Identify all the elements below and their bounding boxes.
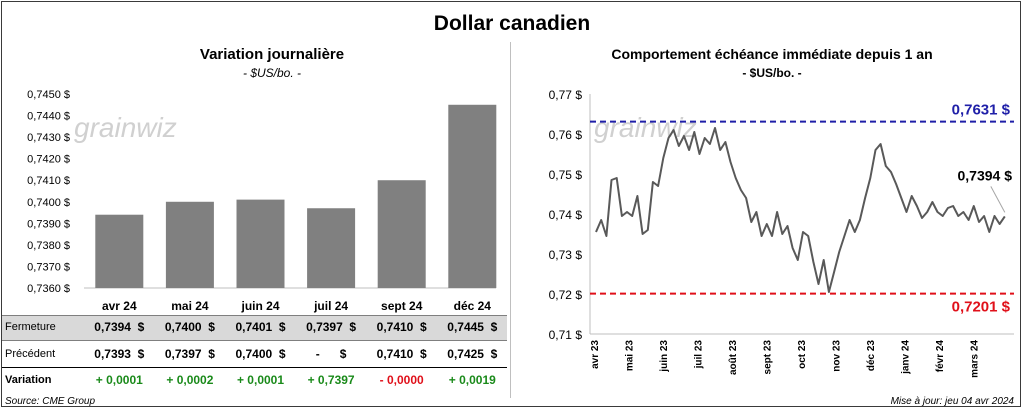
- left-x-tick-label: avr 24: [102, 299, 137, 313]
- cell-precedent: 0,7397 $: [164, 347, 215, 361]
- right-y-tick-label: 0,72 $: [549, 288, 583, 302]
- left-y-tick-label: 0,7450 $: [27, 89, 70, 101]
- cell-precedent: 0,7425 $: [447, 347, 498, 361]
- last-value-label: 0,7394 $: [958, 167, 1013, 183]
- update-note: Mise à jour: jeu 04 avr 2024: [890, 396, 1014, 407]
- left-y-tick-label: 0,7360 $: [27, 283, 70, 295]
- source-note: Source: CME Group: [5, 396, 96, 407]
- right-y-tick-label: 0,75 $: [549, 168, 583, 182]
- left-chart-unit: - $US/bo. -: [242, 66, 302, 80]
- right-x-tick-label: juil 23: [694, 340, 705, 370]
- last-value-leader: [990, 186, 1006, 213]
- panel-divider: [510, 42, 511, 398]
- bar: [236, 199, 285, 288]
- right-y-tick-label: 0,77 $: [549, 88, 583, 102]
- row-label-precedent: Précédent: [5, 348, 56, 360]
- left-x-tick-label: juin 24: [240, 299, 279, 313]
- cell-fermeture: 0,7394 $: [94, 320, 145, 334]
- left-y-tick-label: 0,7420 $: [27, 154, 70, 166]
- right-chart-title: Comportement échéance immédiate depuis 1…: [611, 46, 933, 62]
- right-y-axis: 0,77 $ 0,76 $ 0,75 $ 0,74 $ 0,73 $ 0,72 $ 0,71…: [549, 88, 583, 342]
- left-y-tick-label: 0,7380 $: [27, 240, 70, 252]
- right-y-tick-label: 0,73 $: [549, 248, 583, 262]
- left-bar-chart: 0,7450 $ 0,7440 $ 0,7430 $ 0,7420 $ 0,7410 $…: [27, 89, 497, 313]
- table-row-fermeture-bg: [2, 315, 507, 341]
- right-y-tick-label: 0,71 $: [549, 328, 583, 342]
- left-y-tick-label: 0,7410 $: [27, 175, 70, 187]
- cell-precedent: 0,7400 $: [235, 347, 286, 361]
- right-watermark: grainwiz: [594, 112, 697, 143]
- cell-fermeture: 0,7397 $: [306, 320, 357, 334]
- cell-precedent: 0,7393 $: [94, 347, 145, 361]
- price-series-line: [595, 127, 1006, 293]
- right-x-tick-label: oct 23: [797, 340, 808, 369]
- left-x-tick-label: mai 24: [171, 299, 209, 313]
- right-x-tick-label: sept 23: [763, 340, 774, 375]
- low-value-label: 0,7201 $: [952, 299, 1011, 316]
- right-x-tick-label: févr 24: [935, 340, 946, 373]
- right-x-tick-label: mai 23: [625, 340, 636, 372]
- bar-series: [95, 104, 497, 289]
- left-y-tick-label: 0,7440 $: [27, 111, 70, 123]
- right-x-tick-label: janv 24: [901, 340, 912, 375]
- left-y-tick-label: 0,7390 $: [27, 218, 70, 230]
- left-watermark: grainwiz: [74, 112, 177, 143]
- cell-variation: - 0,0000: [379, 373, 424, 387]
- cell-variation: + 0,0002: [166, 373, 214, 387]
- bar: [448, 104, 497, 289]
- left-y-axis: 0,7450 $ 0,7440 $ 0,7430 $ 0,7420 $ 0,7410 $…: [27, 89, 70, 295]
- bar: [307, 208, 356, 288]
- cell-fermeture: 0,7445 $: [447, 320, 498, 334]
- cell-precedent: - $: [315, 347, 347, 361]
- left-y-tick-label: 0,7370 $: [27, 261, 70, 273]
- right-x-tick-label: mars 24: [970, 340, 981, 378]
- cell-fermeture: 0,7401 $: [235, 320, 286, 334]
- cell-variation: + 0,0001: [236, 373, 285, 387]
- left-x-tick-label: déc 24: [454, 299, 492, 313]
- page-title: Dollar canadien: [433, 12, 591, 35]
- bar: [377, 180, 426, 288]
- right-y-tick-label: 0,74 $: [549, 208, 583, 222]
- table-divider: [2, 367, 507, 368]
- row-label-variation: Variation: [5, 374, 52, 386]
- left-x-axis: avr 24 mai 24 juin 24 juil 24 sept 24 déc 24: [102, 299, 491, 313]
- right-x-tick-label: avr 23: [590, 340, 601, 369]
- left-chart-title: Variation journalière: [199, 46, 345, 63]
- left-x-tick-label: juil 24: [313, 299, 348, 313]
- right-x-tick-label: déc 23: [866, 340, 877, 372]
- high-value-label: 0,7631 $: [952, 102, 1011, 119]
- cell-precedent: 0,7410 $: [376, 347, 427, 361]
- right-chart-unit: - $US/bo. -: [742, 66, 802, 80]
- row-label-fermeture: Fermeture: [5, 321, 56, 333]
- cell-fermeture: 0,7400 $: [164, 320, 215, 334]
- cell-variation: + 0,0001: [95, 373, 143, 387]
- left-x-tick-label: sept 24: [381, 299, 423, 313]
- cell-variation: + 0,7397: [307, 373, 355, 387]
- left-y-tick-label: 0,7400 $: [27, 197, 70, 209]
- right-y-tick-label: 0,76 $: [549, 128, 583, 142]
- right-x-tick-label: nov 23: [832, 340, 843, 372]
- cell-variation: + 0,0019: [448, 373, 496, 387]
- left-y-tick-label: 0,7430 $: [27, 132, 70, 144]
- bar: [95, 214, 144, 288]
- right-x-axis: avr 23 mai 23 juin 23 juil 23 août 23 sept 23…: [590, 340, 981, 378]
- cell-fermeture: 0,7410 $: [376, 320, 427, 334]
- right-x-tick-label: juin 23: [659, 340, 670, 373]
- bar: [165, 201, 214, 288]
- right-x-tick-label: août 23: [728, 340, 739, 375]
